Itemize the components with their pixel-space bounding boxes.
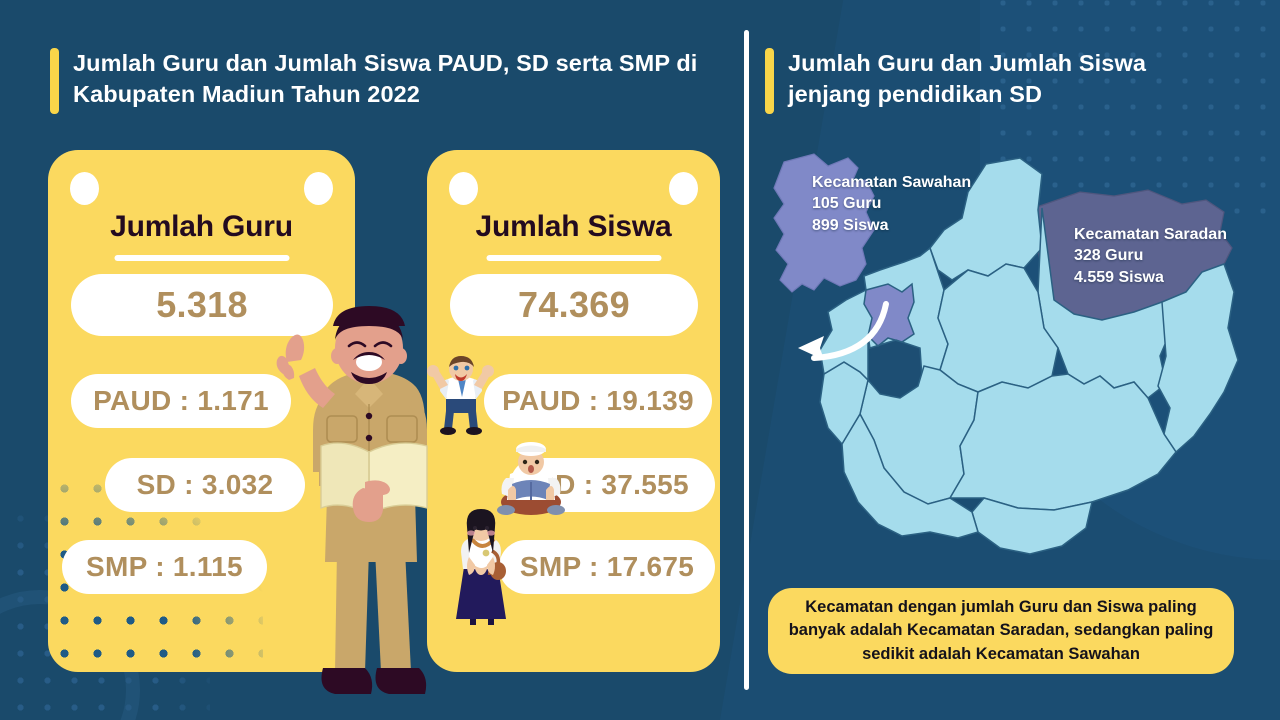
caption-text: Kecamatan dengan jumlah Guru dan Siswa p…: [788, 597, 1214, 663]
panel-divider: [744, 30, 749, 690]
map-label-saradan: Kecamatan Saradan 328 Guru 4.559 Siswa: [1074, 224, 1227, 288]
card-jumlah-guru: Jumlah Guru 5.318 PAUD : 1.171 SD : 3.03…: [48, 150, 355, 672]
guru-total-value: 5.318: [71, 274, 333, 336]
right-title-text: Jumlah Guru dan Jumlah Siswa jenjang pen…: [788, 50, 1146, 108]
sawahan-name: Kecamatan Sawahan: [812, 174, 972, 191]
left-title-text: Jumlah Guru dan Jumlah Siswa PAUD, SD se…: [73, 50, 698, 108]
punch-hole-right-icon: [669, 172, 698, 205]
title-accent-bar: [765, 48, 774, 114]
guru-sd-value: SD : 3.032: [105, 458, 305, 512]
siswa-paud-value: PAUD : 19.139: [484, 374, 712, 428]
sawahan-guru: 105 Guru: [812, 195, 882, 213]
sawahan-siswa: 899 Siswa: [812, 216, 889, 234]
siswa-total-value: 74.369: [450, 274, 698, 336]
title-accent-bar: [50, 48, 59, 114]
guru-paud-value: PAUD : 1.171: [71, 374, 291, 428]
kabupaten-madiun-map: [762, 152, 1262, 572]
map-district-7: [948, 373, 1177, 511]
siswa-smp-value: SMP : 17.675: [499, 540, 715, 594]
card-title-rule: [114, 255, 289, 261]
card-guru-title: Jumlah Guru: [110, 210, 293, 243]
siswa-sd-value: SD : 37.555: [510, 458, 715, 512]
map-district-9: [841, 412, 979, 539]
card-siswa-title: Jumlah Siswa: [475, 210, 672, 243]
punch-hole-left-icon: [70, 172, 99, 205]
map-svg: [773, 153, 1239, 555]
saradan-siswa: 4.559 Siswa: [1074, 268, 1164, 286]
saradan-guru: 328 Guru: [1074, 247, 1144, 265]
map-region-sawahan-detached: [773, 153, 875, 293]
card-title-rule: [486, 255, 661, 261]
right-panel-title: Jumlah Guru dan Jumlah Siswa jenjang pen…: [765, 48, 1235, 114]
punch-hole-right-icon: [304, 172, 333, 205]
guru-smp-value: SMP : 1.115: [62, 540, 267, 594]
punch-hole-left-icon: [449, 172, 478, 205]
saradan-name: Kecamatan Saradan: [1074, 226, 1227, 243]
map-arrow-line: [811, 301, 889, 361]
map-district-3: [1157, 263, 1239, 454]
map-arrow-head-icon: [798, 336, 824, 360]
map-caption-box: Kecamatan dengan jumlah Guru dan Siswa p…: [768, 588, 1234, 674]
left-panel-title: Jumlah Guru dan Jumlah Siswa PAUD, SD se…: [50, 48, 710, 114]
card-jumlah-siswa: Jumlah Siswa 74.369 PAUD : 19.139 SD : 3…: [427, 150, 720, 672]
map-label-sawahan: Kecamatan Sawahan 105 Guru 899 Siswa: [812, 172, 971, 236]
